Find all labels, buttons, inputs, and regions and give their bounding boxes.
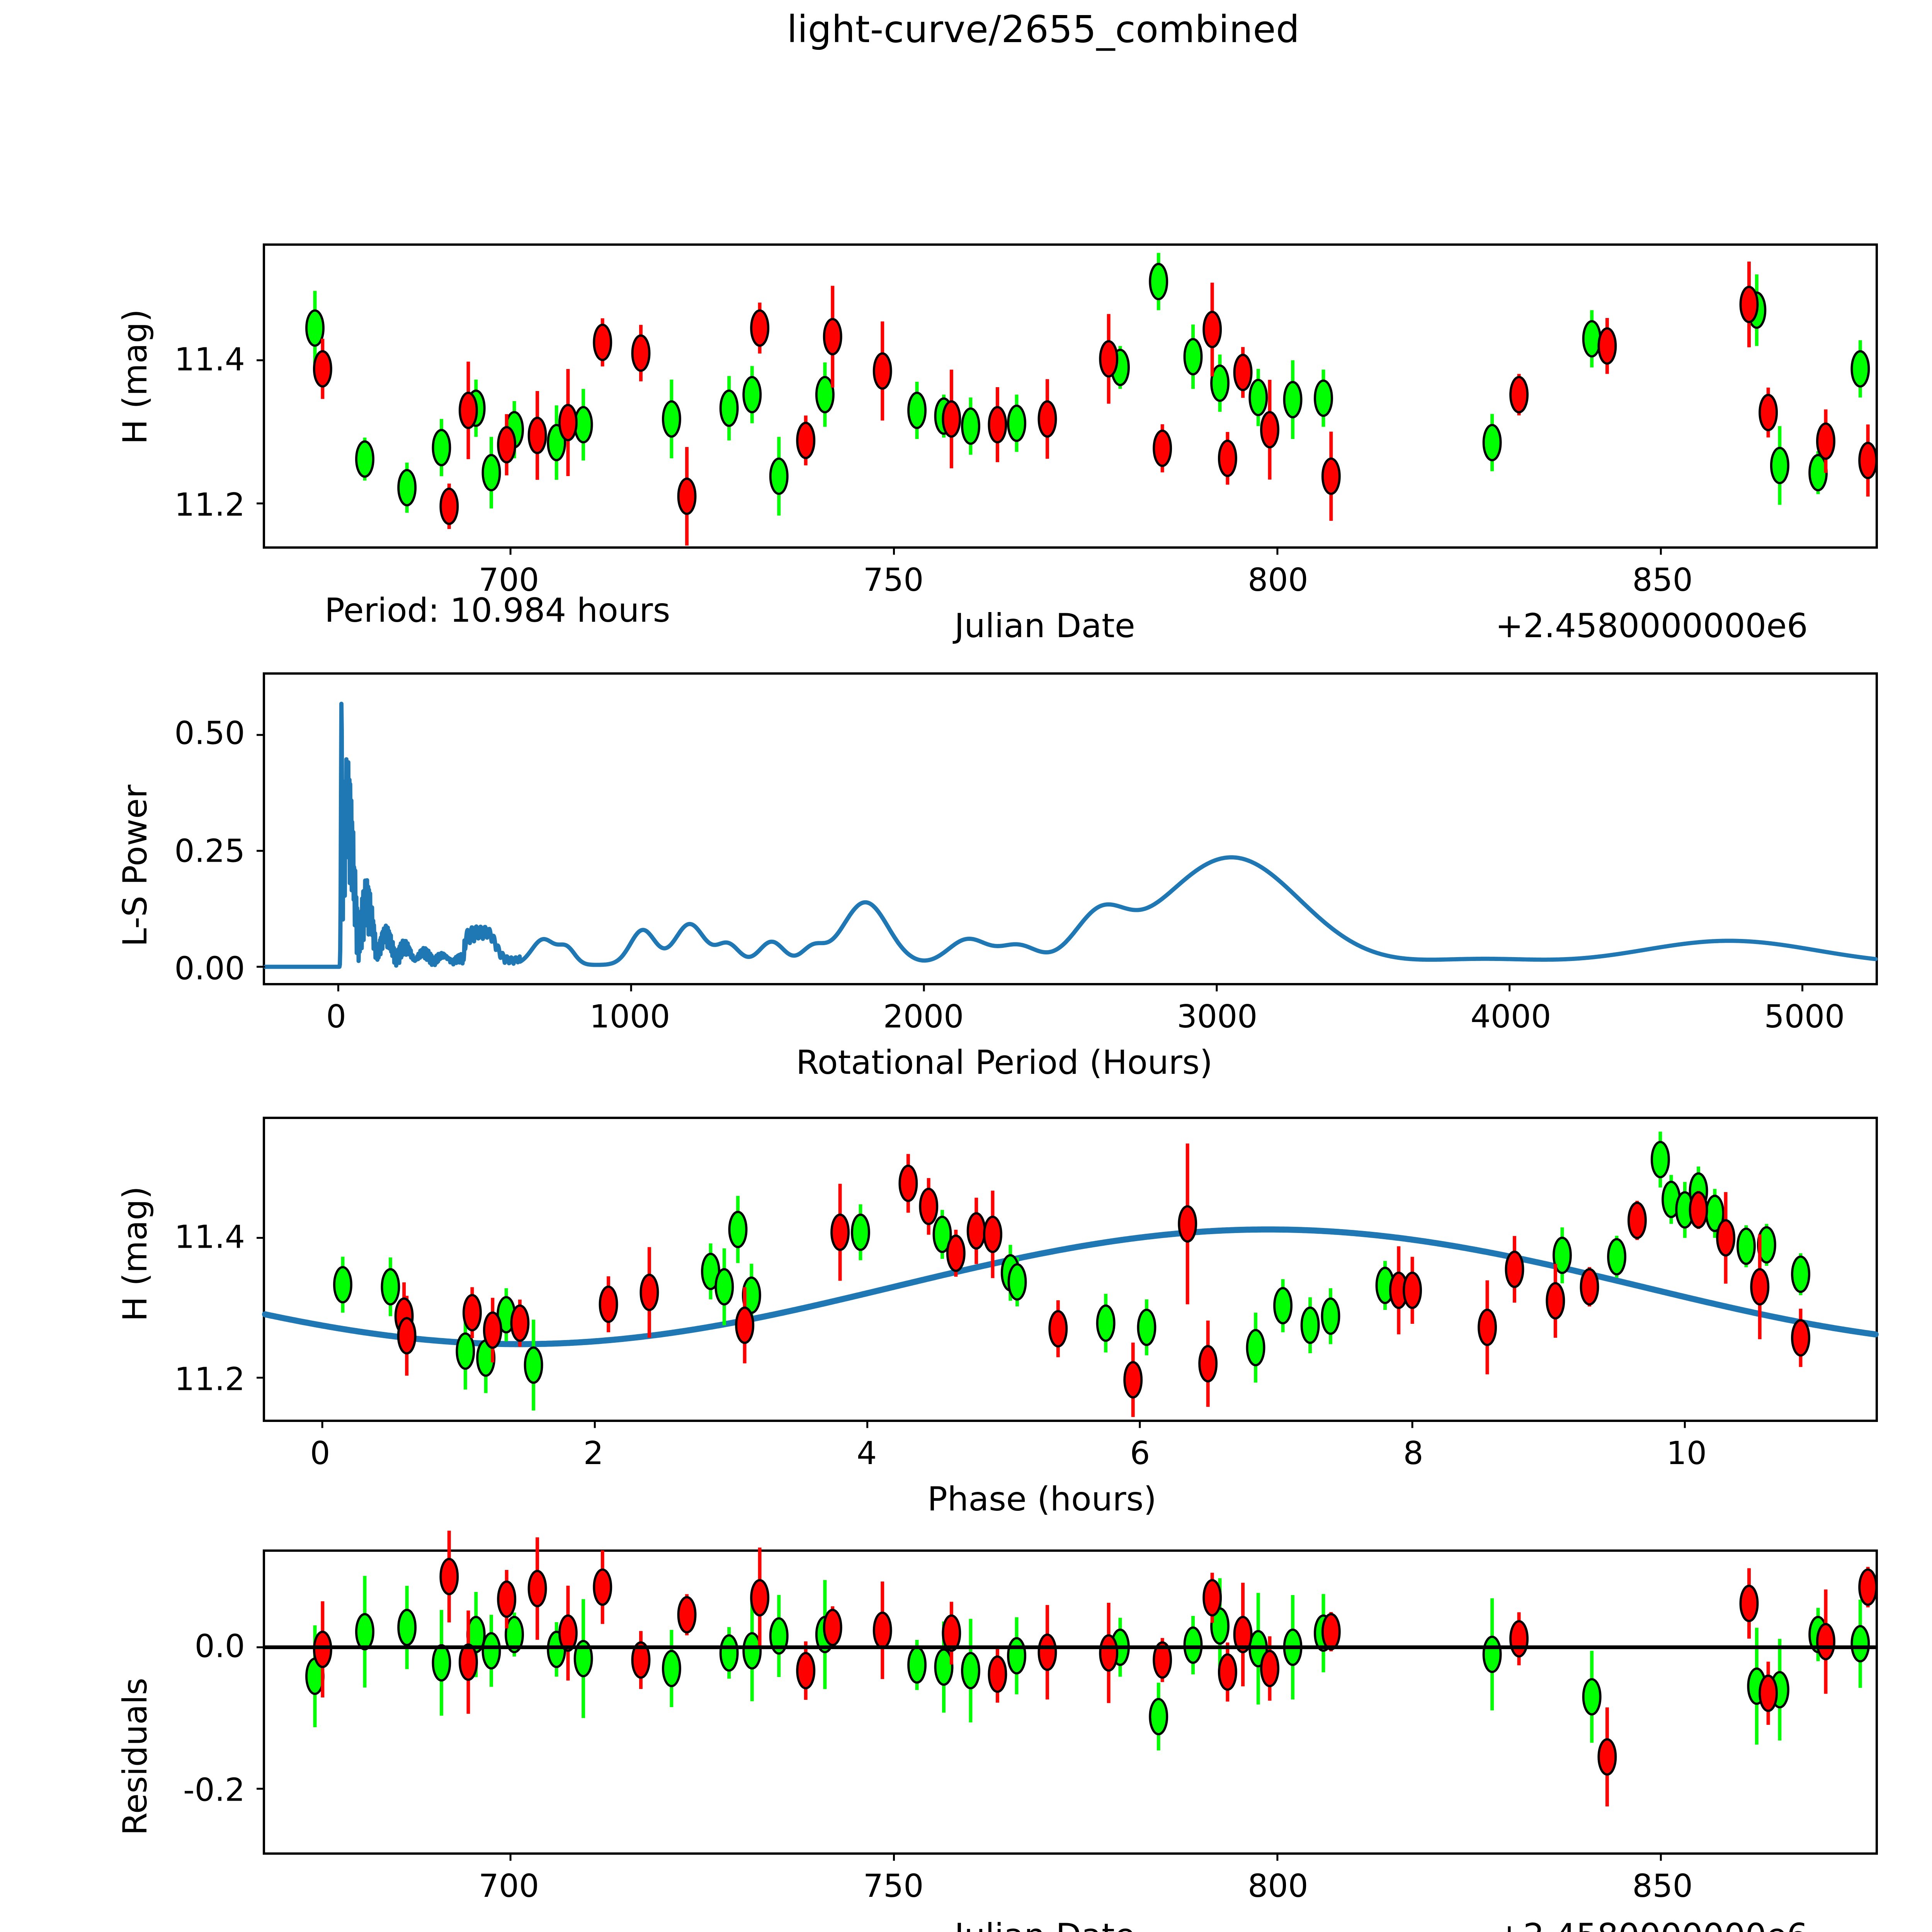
tick-label-x: 800 <box>1248 1868 1308 1905</box>
tick-label-x: 4000 <box>1470 998 1551 1035</box>
tick-label-x: 1000 <box>589 998 670 1035</box>
tick-label-x: 4 <box>856 1435 877 1472</box>
tick-label-y: 11.2 <box>174 1361 245 1398</box>
tick-label-y: 0.25 <box>174 833 245 870</box>
figure-title: light-curve/2655_combined <box>787 8 1300 51</box>
phase-ylabel: H (mag) <box>116 1186 155 1321</box>
lightcurve-offset-text: +2.4580000000e6 <box>1495 607 1808 645</box>
tick-label-x: 10 <box>1666 1435 1707 1472</box>
phase-panel <box>257 1117 1879 1428</box>
lightcurve-ylabel: H (mag) <box>116 309 155 444</box>
tick-label-x: 0 <box>326 998 347 1035</box>
residuals-plot-area <box>257 1531 1878 1861</box>
phase-plot-area <box>257 1131 1879 1428</box>
series-red <box>394 1143 1810 1417</box>
periodogram-xlabel: Rotational Period (Hours) <box>796 1043 1213 1082</box>
phase-xlabel: Phase (hours) <box>927 1480 1157 1519</box>
tick-label-x: 0 <box>310 1435 330 1472</box>
period-annotation: Period: 10.984 hours <box>325 591 670 630</box>
periodogram-panel <box>257 672 1878 992</box>
residuals-offset-text: +2.4580000000e6 <box>1495 1917 1808 1932</box>
lightcurve-panel <box>257 243 1878 555</box>
series-green <box>305 253 1870 516</box>
residuals-ylabel: Residuals <box>116 1678 155 1835</box>
tick-label-x: 750 <box>863 562 924 599</box>
series-red <box>313 262 1878 546</box>
lightcurve-xlabel: Julian Date <box>954 607 1135 645</box>
series-red <box>313 1531 1878 1807</box>
tick-label-y: 0.00 <box>174 950 245 987</box>
residuals-panel <box>257 1531 1878 1861</box>
tick-label-x: 700 <box>478 1868 539 1905</box>
tick-label-x: 700 <box>478 562 539 599</box>
tick-label-x: 5000 <box>1764 998 1845 1035</box>
periodogram-ylabel: L-S Power <box>116 784 155 947</box>
tick-label-y: -0.2 <box>183 1772 245 1809</box>
lightcurve-plot-area <box>257 253 1878 555</box>
tick-label-y: 11.4 <box>174 1219 245 1256</box>
tick-label-x: 800 <box>1248 562 1308 599</box>
tick-label-y: 0.0 <box>194 1628 245 1665</box>
tick-label-x: 850 <box>1632 1868 1693 1905</box>
tick-label-x: 3000 <box>1177 998 1258 1035</box>
tick-label-x: 2 <box>583 1435 604 1472</box>
tick-label-x: 850 <box>1632 562 1693 599</box>
tick-label-x: 6 <box>1130 1435 1150 1472</box>
tick-label-y: 0.50 <box>174 715 245 752</box>
tick-label-y: 11.4 <box>174 341 245 378</box>
tick-label-x: 2000 <box>883 998 964 1035</box>
tick-label-y: 11.2 <box>174 486 245 524</box>
tick-label-x: 8 <box>1403 1435 1423 1472</box>
periodogram-plot-area <box>257 701 1878 992</box>
periodogram-curve <box>263 701 1878 969</box>
residuals-xlabel: Julian Date <box>954 1917 1135 1932</box>
tick-label-x: 750 <box>863 1868 924 1905</box>
